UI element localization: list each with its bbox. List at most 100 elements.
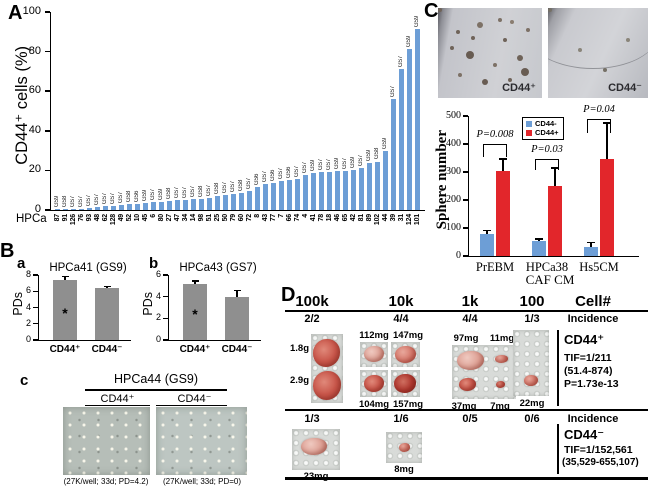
panel-b-c-letter: c — [20, 372, 29, 389]
bar — [103, 206, 108, 210]
column-underline — [156, 405, 227, 407]
y-axis-tick — [33, 290, 38, 292]
panel-c-letter: C — [424, 0, 439, 22]
error-bar — [590, 243, 592, 247]
weight-label: 147mg — [392, 330, 424, 341]
bar — [327, 172, 332, 210]
column-header-100k: 100k — [295, 293, 329, 310]
panel-b-b-bar-chart: 0 2 4 6 * CD44⁺ CD44⁻ — [156, 269, 261, 355]
bar — [383, 150, 388, 210]
microscopy-image-cd44pos — [63, 407, 150, 475]
bar — [584, 246, 598, 256]
gleason-score-label: GS7 — [294, 166, 300, 178]
x-axis-tick-label: 14 — [189, 214, 197, 222]
error-bar — [64, 277, 66, 280]
incidence-neg-100: 0/6 — [524, 413, 540, 425]
x-axis-tick-label: 4 — [301, 214, 309, 218]
y-axis-tick-label: 0 — [25, 334, 31, 344]
x-axis-tick-label: 79 — [229, 214, 237, 222]
error-bar-cap — [535, 238, 543, 240]
group-label-cd44pos: CD44⁺ — [564, 332, 605, 347]
x-axis-tick-label: CD44⁺ — [179, 344, 211, 355]
legend-entry-cd44pos: CD44+ — [526, 129, 559, 137]
panel-b-a-bar-chart: 0 2 4 6 8 * CD44⁺ CD44⁻ — [26, 269, 131, 355]
incidence-pos-100: 1/3 — [524, 313, 540, 325]
bar — [335, 171, 340, 210]
sphere-image-cd44neg: CD44⁻ — [548, 8, 648, 98]
y-axis-tick-label: 0 — [34, 203, 41, 215]
incidence-pos-10k: 4/4 — [393, 313, 409, 325]
bar — [119, 205, 124, 210]
gleason-score-label: GS9 — [158, 188, 164, 200]
bar — [207, 198, 212, 210]
weight-label: 23mg — [292, 471, 340, 482]
weight-label: 104mg — [358, 399, 390, 410]
y-axis-tick-label: 2 — [155, 312, 161, 323]
bar — [367, 163, 372, 210]
x-axis-tick-label: 93 — [85, 214, 93, 222]
y-axis-tick — [463, 171, 468, 173]
x-axis-tick-label: 78 — [317, 214, 325, 222]
bar — [135, 203, 140, 210]
title-underline — [85, 389, 227, 391]
error-bar — [486, 231, 488, 234]
x-axis-tick-label: 25 — [213, 214, 221, 222]
y-axis-tick-label: 100 — [446, 222, 461, 233]
error-bar-cap — [483, 229, 491, 232]
y-axis-tick-label: 400 — [446, 138, 461, 149]
panel-b-a-title: HPCa41 (GS9) — [49, 262, 127, 274]
bar — [295, 179, 300, 210]
error-bar — [106, 286, 108, 288]
error-bar — [538, 239, 540, 242]
y-axis-tick — [33, 323, 38, 325]
y-axis-tick-label: 80 — [28, 44, 41, 57]
bar — [496, 170, 510, 256]
gleason-score-label: GS7 — [398, 56, 404, 68]
tif-value-pos: TIF=1/211 — [564, 352, 612, 364]
x-axis-tick-label: 48 — [93, 214, 101, 222]
panel-b-b-letter: b — [149, 255, 159, 272]
y-axis-tick-label: 500 — [446, 110, 461, 121]
bar — [319, 172, 324, 210]
y-axis-tick — [463, 143, 468, 145]
bar — [87, 208, 92, 210]
x-axis-tick-label: 8 — [253, 214, 261, 218]
sphere-image-cd44neg-label: CD44⁻ — [608, 82, 642, 94]
gleason-score-label: GS7 — [246, 178, 252, 190]
panel-b-b-title: HPCa43 (GS7) — [179, 262, 257, 274]
gleason-score-label: GS9 — [310, 160, 316, 172]
section-divider-line — [285, 409, 648, 411]
x-axis-tick-label: 126 — [69, 214, 77, 226]
group-label-cd44neg: CD44⁻ — [564, 427, 605, 442]
x-axis-tick-label: 18 — [325, 214, 333, 222]
bar — [79, 208, 84, 210]
x-axis-tick-label: 72 — [245, 214, 253, 222]
bar — [279, 181, 284, 210]
x-axis-tick-label: 10 — [133, 214, 141, 222]
error-bar — [502, 159, 504, 171]
gleason-score-label: GS9 — [350, 157, 356, 169]
x-axis-tick-label: 51 — [205, 214, 213, 222]
y-axis-tick-label: 0 — [155, 334, 161, 344]
bar — [480, 233, 494, 256]
column-underline — [85, 405, 150, 407]
tumor-specimen-image — [391, 342, 420, 367]
x-axis-tick-label: 76 — [77, 214, 85, 222]
significance-asterisk: * — [62, 304, 68, 321]
bar — [143, 203, 148, 210]
y-axis-tick-label: 60 — [28, 84, 41, 97]
gleason-score-label: GS7 — [278, 168, 284, 180]
y-axis-tick — [463, 115, 468, 117]
y-axis-tick-label: 0 — [456, 250, 461, 261]
gleason-score-label: GS7 — [262, 171, 268, 183]
tumor — [394, 374, 416, 393]
panel-d-letter: D — [281, 284, 296, 306]
gleason-score-label: GS7 — [190, 186, 196, 198]
gleason-score-label: GS7 — [230, 181, 236, 193]
p-value-label: P=0.03 — [531, 144, 563, 156]
incidence-neg-1k: 0/5 — [462, 413, 478, 425]
p-value-label: P=0.04 — [583, 103, 615, 115]
bar — [95, 207, 100, 210]
tumor — [495, 355, 508, 363]
gleason-score-label: GS9 — [334, 158, 340, 170]
